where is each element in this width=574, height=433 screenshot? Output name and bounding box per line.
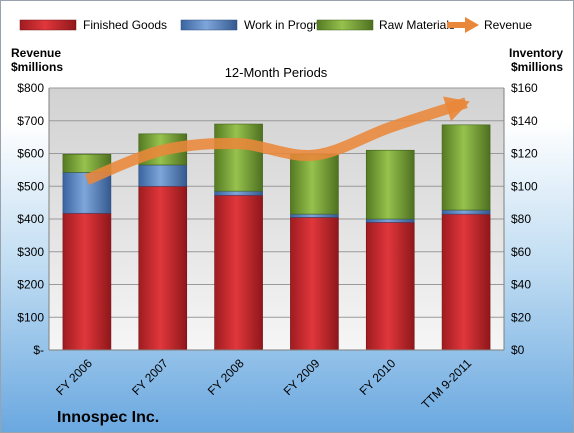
right-tick-label: $140 — [511, 114, 538, 128]
right-tick-label: $120 — [511, 147, 538, 161]
left-tick-label: $400 — [17, 212, 44, 226]
revenue-arrow-head — [443, 96, 470, 122]
bar-finished-goods — [138, 185, 188, 351]
left-tick-label: $200 — [17, 278, 44, 292]
left-tick-label: $800 — [17, 81, 44, 95]
bars — [62, 123, 491, 351]
bar-finished-goods — [290, 217, 339, 351]
bar-raw-materials — [290, 154, 339, 215]
bar-raw-materials — [214, 123, 263, 192]
x-tick-label: FY 2009 — [281, 356, 323, 398]
bar-raw-materials — [62, 154, 112, 173]
right-tick-label: $60 — [511, 245, 531, 259]
x-tick-label: FY 2007 — [129, 356, 171, 398]
bar-raw-materials — [365, 149, 415, 220]
bar-finished-goods — [214, 194, 263, 351]
legend-swatch-finished-goods — [19, 19, 77, 31]
legend-revenue-arrow — [447, 17, 479, 33]
left-tick-label: $100 — [17, 310, 44, 324]
legend-label-raw-materials: Raw Materials — [379, 18, 455, 32]
right-tick-label: $100 — [511, 179, 538, 193]
left-tick-label: $- — [33, 343, 44, 357]
bar-work-in-progress — [138, 164, 188, 187]
left-tick-label: $600 — [17, 147, 44, 161]
right-tick-label: $40 — [511, 278, 531, 292]
left-tick-label: $300 — [17, 245, 44, 259]
bar-finished-goods — [441, 213, 491, 351]
x-tick-label: FY 2006 — [53, 356, 95, 398]
bar-work-in-progress — [365, 218, 415, 223]
bar-finished-goods — [365, 221, 415, 351]
bar-work-in-progress — [290, 213, 339, 218]
legend-label-revenue: Revenue — [484, 18, 532, 32]
bar-work-in-progress — [441, 209, 491, 215]
right-tick-label: $0 — [511, 343, 525, 357]
x-tick-label: FY 2010 — [357, 356, 399, 398]
left-axis-title-line2: $millions — [11, 60, 63, 74]
left-tick-label: $500 — [17, 179, 44, 193]
chart-subtitle: 12-Month Periods — [225, 65, 328, 80]
bar-raw-materials — [441, 124, 491, 211]
legend: Finished Goods Work in Progress Raw Mate… — [19, 17, 532, 33]
right-axis-title-line1: Inventory — [509, 46, 563, 60]
bar-finished-goods — [62, 212, 112, 351]
x-tick-label: TTM 9-2011 — [419, 356, 475, 412]
revenue-line — [84, 96, 470, 185]
revenue-line-path — [84, 97, 468, 185]
bar-work-in-progress — [214, 190, 263, 196]
legend-swatch-raw-materials — [316, 19, 374, 31]
legend-label-finished-goods: Finished Goods — [83, 18, 167, 32]
right-tick-label: $80 — [511, 212, 531, 226]
right-tick-label: $160 — [511, 81, 538, 95]
legend-swatch-work-in-progress — [180, 19, 238, 31]
company-name: Innospec Inc. — [57, 409, 159, 426]
left-tick-label: $700 — [17, 114, 44, 128]
right-tick-label: $20 — [511, 310, 531, 324]
legend-label-work-in-progress: Work in Progress — [244, 18, 336, 32]
right-axis-title-line2: $millions — [511, 60, 563, 74]
left-axis-title-line1: Revenue — [11, 46, 61, 60]
x-tick-label: FY 2008 — [205, 356, 247, 398]
